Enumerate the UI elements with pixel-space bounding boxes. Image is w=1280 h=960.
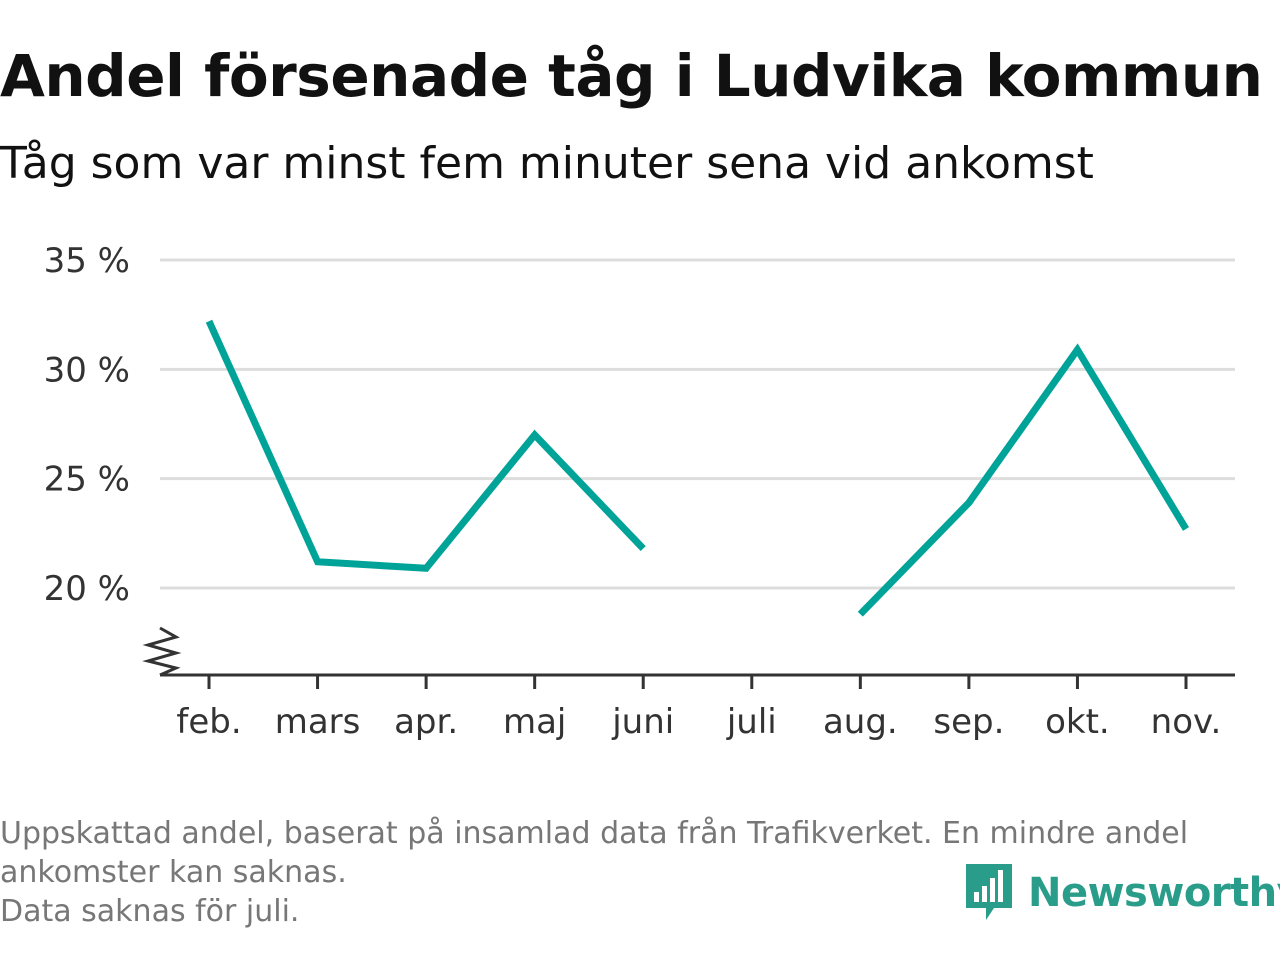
y-tick-label-20: 20 % bbox=[44, 569, 130, 609]
chart-subtitle: Tåg som var minst fem minuter sena vid a… bbox=[0, 138, 1094, 189]
series-lines bbox=[205, 319, 1189, 617]
y-tick-label-35: 35 % bbox=[44, 241, 130, 281]
x-tick-label-mars: mars bbox=[275, 702, 361, 742]
series-0-segment-0 bbox=[205, 319, 646, 572]
x-tick-label-sep.: sep. bbox=[933, 702, 1004, 742]
y-tick-label-30: 30 % bbox=[44, 350, 130, 390]
x-tick-label-feb.: feb. bbox=[176, 702, 241, 742]
y-axis-break-zigzag bbox=[142, 626, 182, 677]
bar-chart-speech-bubble-icon bbox=[966, 864, 1012, 920]
footnote-line-1: Uppskattad andel, baserat på insamlad da… bbox=[0, 816, 1189, 851]
y-axis-tick-labels: 20 % 25 % 30 % 35 % bbox=[44, 241, 130, 609]
x-axis-tick-labels: feb. mars apr. maj juni juli aug. sep. okt. nov. bbox=[176, 702, 1221, 742]
y-tick-label-25: 25 % bbox=[44, 460, 130, 500]
x-tick-label-okt.: okt. bbox=[1045, 702, 1110, 742]
footnote-line-3: Data saknas för juli. bbox=[0, 894, 300, 929]
series-0-segment-1 bbox=[857, 343, 1189, 617]
newsworthy-logo: Newsworthy bbox=[964, 862, 1280, 924]
line-chart: 20 % 25 % 30 % 35 % feb. mars apr. maj juni juli… bbox=[44, 241, 1235, 742]
brand-name: Newsworthy bbox=[1028, 870, 1280, 916]
x-tick-label-juni: juni bbox=[611, 702, 674, 742]
x-tick-label-juli: juli bbox=[726, 702, 777, 742]
footnote: Uppskattad andel, baserat på insamlad da… bbox=[0, 814, 1270, 931]
x-tick-label-apr.: apr. bbox=[394, 702, 458, 742]
footnote-line-2: ankomster kan saknas. bbox=[0, 855, 347, 890]
x-tick-label-maj: maj bbox=[503, 702, 566, 742]
x-tick-label-aug.: aug. bbox=[823, 702, 898, 742]
x-tick-label-nov.: nov. bbox=[1151, 702, 1222, 742]
chart-title: Andel försenade tåg i Ludvika kommun bbox=[0, 42, 1263, 110]
gridlines bbox=[160, 258, 1235, 590]
x-axis bbox=[142, 626, 1235, 689]
